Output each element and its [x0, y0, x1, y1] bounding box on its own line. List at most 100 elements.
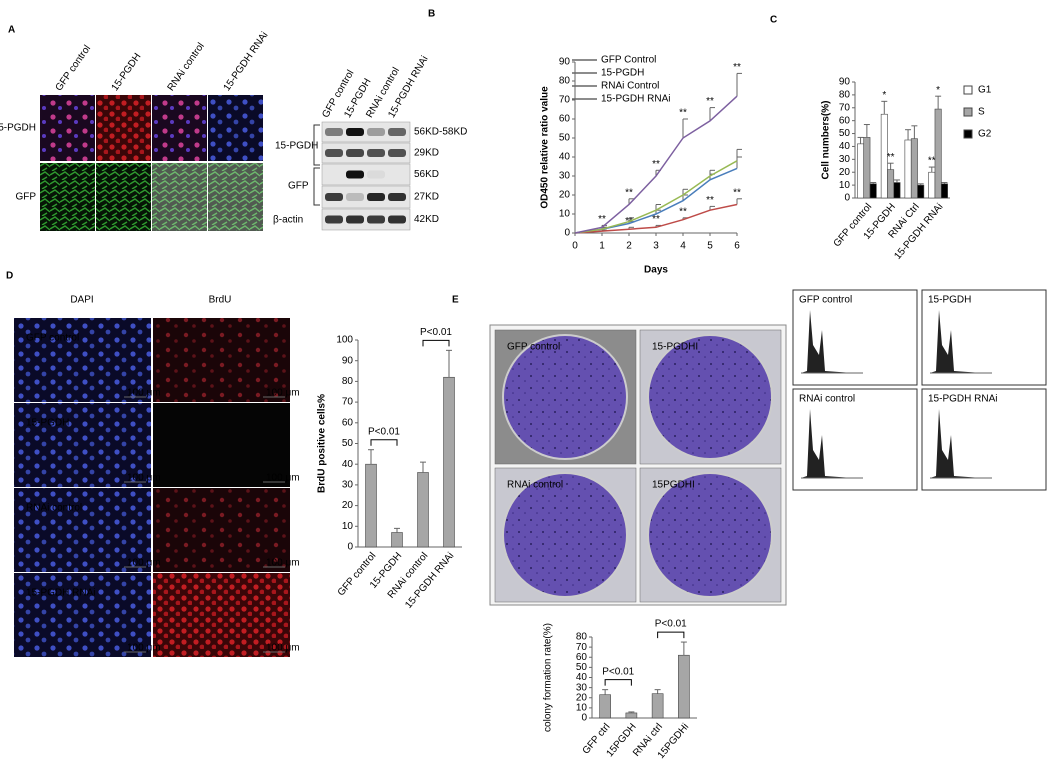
fluorescence-image	[152, 95, 207, 161]
significance-mark: **	[652, 159, 660, 170]
image-row-label: GFP	[15, 192, 36, 203]
y-tick-label: 40	[839, 141, 851, 152]
blot-strip	[321, 142, 411, 164]
y-tick-label: 30	[559, 171, 571, 182]
bar	[928, 171, 936, 199]
colony-dish	[502, 472, 628, 598]
significance-mark: **	[679, 206, 687, 217]
comparison-bracket	[604, 679, 632, 686]
scale-bar-label: 100 μm	[127, 558, 161, 569]
flow-histogram	[930, 409, 982, 478]
legend-swatch	[963, 129, 973, 139]
legend-label: G2	[978, 129, 992, 140]
legend-label: 15-PGDH	[601, 68, 644, 79]
x-tick-label: 1	[599, 241, 605, 252]
blot-band	[346, 149, 364, 157]
flow-histogram	[930, 310, 982, 373]
y-tick-label: 90	[839, 77, 851, 88]
significance-mark: **	[733, 62, 741, 73]
panel-label: A	[8, 25, 15, 36]
scale-bar-label: 100 μm	[127, 388, 161, 399]
blot-band	[325, 193, 343, 201]
blot-strip	[321, 185, 411, 209]
bar	[940, 183, 948, 199]
colony-dish	[502, 334, 628, 460]
y-tick-label: 20	[576, 692, 588, 703]
dish-label: 15PGDHI	[652, 480, 695, 491]
significance-mark: **	[887, 152, 895, 163]
bar	[443, 376, 455, 548]
y-tick-label: 10	[576, 703, 588, 714]
fluorescence-image	[40, 95, 95, 161]
y-tick-label: 70	[576, 642, 588, 653]
bar	[863, 137, 871, 199]
bar	[391, 532, 403, 548]
image-column-label: RNAi control	[166, 41, 207, 93]
significance-mark: **	[706, 195, 714, 206]
legend-label: G1	[978, 85, 992, 96]
series-line	[574, 203, 738, 234]
blot-size-label: 56KD-58KD	[414, 127, 467, 138]
blot-band	[388, 149, 406, 157]
comparison-bracket	[657, 631, 685, 639]
y-tick-label: 80	[839, 90, 851, 101]
bar	[625, 712, 638, 719]
y-tick-label: 0	[844, 193, 850, 204]
x-tick-label: 6	[734, 241, 740, 252]
blot-band	[325, 128, 343, 136]
y-tick-label: 50	[342, 438, 354, 449]
bar	[917, 184, 925, 199]
blot-size-label: 29KD	[414, 148, 439, 159]
y-tick-label: 50	[559, 133, 571, 144]
y-tick-label: 40	[342, 459, 354, 470]
blot-band	[367, 215, 385, 224]
blot-size-label: 42KD	[414, 214, 439, 225]
dish-label: 15-PGDHI	[652, 342, 698, 353]
blot-band	[367, 149, 385, 157]
bar	[910, 138, 918, 199]
image-row-label: GFP control	[26, 333, 79, 344]
fluorescence-image	[208, 95, 263, 161]
blot-band	[367, 193, 385, 201]
y-tick-label: 20	[342, 500, 354, 511]
y-tick-label: 20	[839, 167, 851, 178]
y-tick-label: 70	[839, 102, 851, 113]
image-row-label: 15-PGDH	[26, 418, 69, 429]
y-tick-label: 80	[576, 632, 588, 643]
bar	[869, 183, 877, 199]
bar	[651, 693, 664, 719]
y-tick-label: 40	[576, 672, 588, 683]
dapi-image	[14, 403, 151, 487]
y-tick-label: 90	[342, 355, 354, 366]
series-line	[574, 160, 738, 234]
dapi-image	[14, 318, 151, 402]
image-column-label: GFP control	[54, 43, 94, 93]
panel-label: D	[6, 271, 13, 282]
y-tick-label: 60	[559, 114, 571, 125]
bar	[417, 472, 429, 548]
x-tick-label: 4	[680, 241, 686, 252]
brdu-image	[153, 573, 290, 657]
dapi-image	[14, 488, 151, 572]
comparison-label: P<0.01	[655, 619, 687, 630]
significance-mark: **	[652, 214, 660, 225]
blot-strip	[321, 208, 411, 231]
legend-label: RNAi Control	[601, 81, 659, 92]
image-column-label: DAPI	[70, 295, 93, 306]
flow-label: RNAi control	[799, 394, 855, 405]
significance-mark: **	[598, 214, 606, 225]
comparison-label: P<0.01	[420, 327, 452, 338]
x-tick-label: 0	[572, 241, 578, 252]
flow-label: GFP control	[799, 295, 852, 306]
panel-label: C	[770, 15, 777, 26]
y-axis-label: colony formation rate(%)	[543, 623, 554, 732]
legend-swatch	[963, 85, 973, 95]
blot-band	[367, 170, 385, 179]
y-axis-label: OD450 relative ratio value	[540, 86, 551, 209]
image-column-label: 15-PGDH	[110, 51, 144, 93]
dapi-image	[14, 573, 151, 657]
bar	[934, 108, 942, 199]
x-tick-label: 5	[707, 241, 713, 252]
x-tick-label: 3	[653, 241, 659, 252]
y-tick-label: 0	[564, 228, 570, 239]
